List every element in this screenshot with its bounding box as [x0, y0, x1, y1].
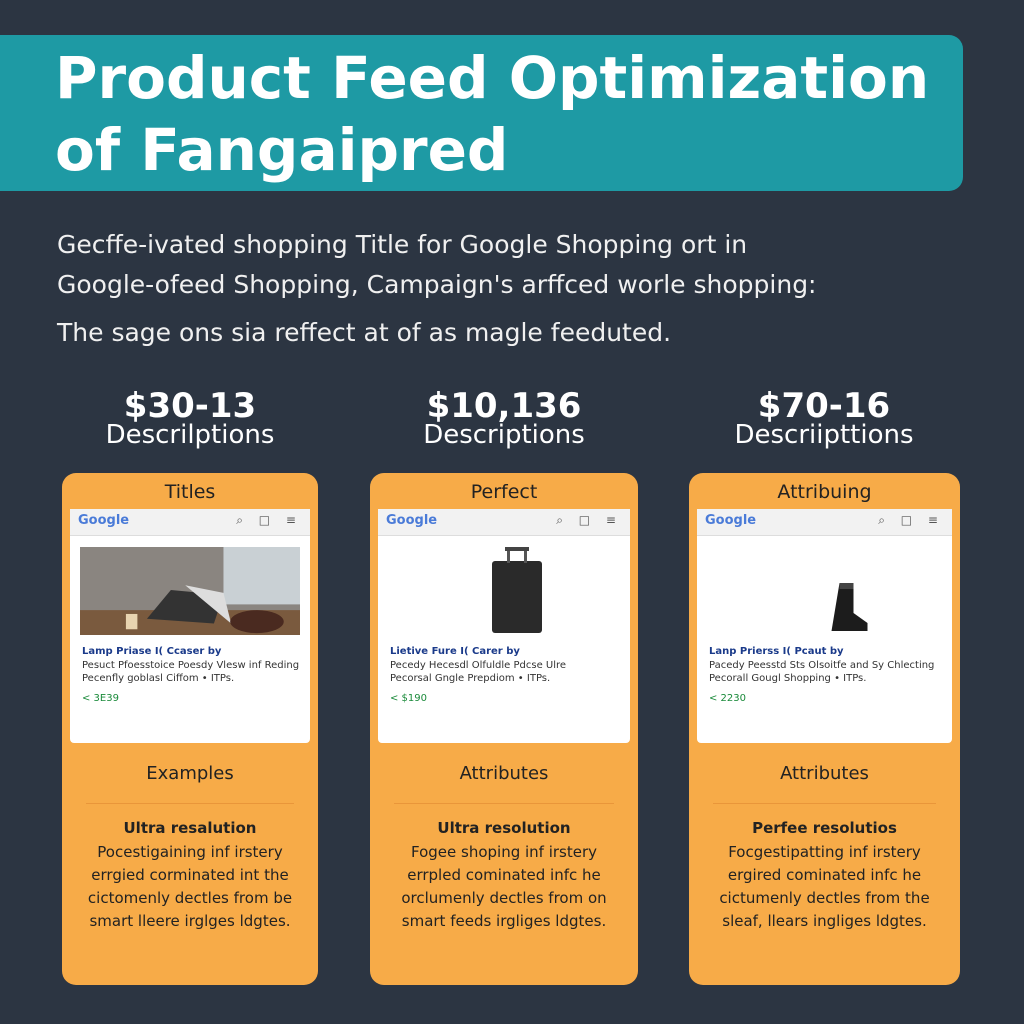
google-logo: Google: [78, 513, 130, 528]
title: Product Feed Optimization: [55, 44, 930, 112]
product-image: [388, 545, 620, 637]
product-photo: [80, 547, 300, 635]
price-heading: $70-16: [757, 386, 891, 426]
search-icons: ⌕ □ ≡: [236, 513, 302, 527]
body-line: errgied corminated int the: [91, 866, 289, 884]
search-bar: Google ⌕ □ ≡: [70, 509, 310, 536]
body-line: Pocestigaining inf irstery: [97, 843, 283, 861]
product-price: < 3E39: [82, 693, 119, 704]
search-mockup: Google ⌕ □ ≡ Lamp Priase I( Ccaser by Pesuc…: [70, 509, 310, 743]
price-label: Descriipttions: [734, 420, 914, 450]
price-heading: $10,136: [426, 386, 582, 426]
body-line: errpled cominated infc he: [407, 866, 601, 884]
product-title: Lietive Fure I( Carer by: [390, 646, 520, 657]
card-title: Attribuing: [777, 481, 872, 503]
price-heading: $30-13: [123, 386, 257, 426]
search-mockup: Google ⌕ □ ≡ Lanp Prierss I( Pcaut by Paced…: [697, 509, 952, 743]
product-line: Pesuct Pfoesstoice Poesdy Vlesw inf Redi…: [82, 660, 300, 671]
body-line: sleaf, llears ingliges ldgtes.: [722, 912, 927, 930]
body-line: cictumenly dectles from the: [719, 889, 930, 907]
divider: [394, 803, 614, 804]
product-line: Pecedy Hecesdl Olfuldle Pdcse Ulre: [390, 660, 567, 671]
search-bar: Google ⌕ □ ≡: [378, 509, 630, 536]
intro-line: Google-ofeed Shopping, Campaign's arffce…: [57, 270, 817, 299]
product-title: Lanp Prierss I( Pcaut by: [709, 646, 844, 657]
section-heading: Attributes: [459, 763, 549, 784]
search-bar: Google ⌕ □ ≡: [697, 509, 952, 536]
body-line: Focgestipatting inf irstery: [728, 843, 921, 861]
body-line: orclumenly dectles from on: [401, 889, 607, 907]
feature-title: Ultra resolution: [437, 819, 571, 837]
body-line: smart feeds irgliges ldgtes.: [401, 912, 607, 930]
product-line: Pecorall Gougl Shopping • ITPs.: [709, 673, 867, 684]
product-photo: [492, 547, 542, 633]
intro-line: Gecffe-ivated shopping Title for Google …: [57, 230, 748, 259]
price-label: Descrilptions: [105, 420, 275, 450]
card-title: Perfect: [470, 481, 538, 503]
product-price: < 2230: [709, 693, 747, 704]
body-line: Fogee shoping inf irstery: [410, 843, 598, 861]
search-icons: ⌕ □ ≡: [878, 513, 944, 527]
section-heading: Attributes: [780, 763, 869, 784]
body-line: smart lleere irglges ldgtes.: [89, 912, 291, 930]
body-line: ergired cominated infc he: [727, 866, 922, 884]
body-line: cictomenly dectles from be: [87, 889, 293, 907]
section-heading: Examples: [146, 763, 234, 784]
title-band: [0, 35, 963, 191]
title: of Fangaipred: [55, 116, 509, 184]
product-line: Pecenfly goblasl Ciffom • ITPs.: [82, 673, 235, 684]
card-title: Titles: [164, 481, 216, 503]
product-title: Lamp Priase I( Ccaser by: [82, 646, 222, 657]
product-price: < $190: [390, 693, 428, 704]
feature-title: Ultra resalution: [123, 819, 257, 837]
divider: [713, 803, 936, 804]
card: Titles Google ⌕ □ ≡ Lamp Priase I( Ccaser b…: [62, 473, 318, 985]
card: Perfect Google ⌕ □ ≡ Lietive Fure I( Carer …: [370, 473, 638, 985]
google-logo: Google: [705, 513, 757, 528]
product-image: [707, 545, 942, 637]
card: Attribuing Google ⌕ □ ≡ Lanp Prierss I( Pca…: [689, 473, 960, 985]
price-label: Descriptions: [423, 420, 585, 450]
search-mockup: Google ⌕ □ ≡ Lietive Fure I( Carer by Peced…: [378, 509, 630, 743]
product-photo: [831, 583, 868, 631]
product-line: Pecorsal Gngle Prepdiom • ITPs.: [390, 673, 551, 684]
intro-note: The sage ons sia reffect at of as magle …: [57, 318, 672, 347]
product-line: Pacedy Peesstd Sts Olsoitfe and Sy Chlec…: [709, 660, 935, 671]
divider: [86, 803, 294, 804]
product-image: [80, 545, 300, 637]
google-logo: Google: [386, 513, 438, 528]
search-icons: ⌕ □ ≡: [556, 513, 622, 527]
feature-title: Perfee resolutios: [752, 819, 897, 837]
